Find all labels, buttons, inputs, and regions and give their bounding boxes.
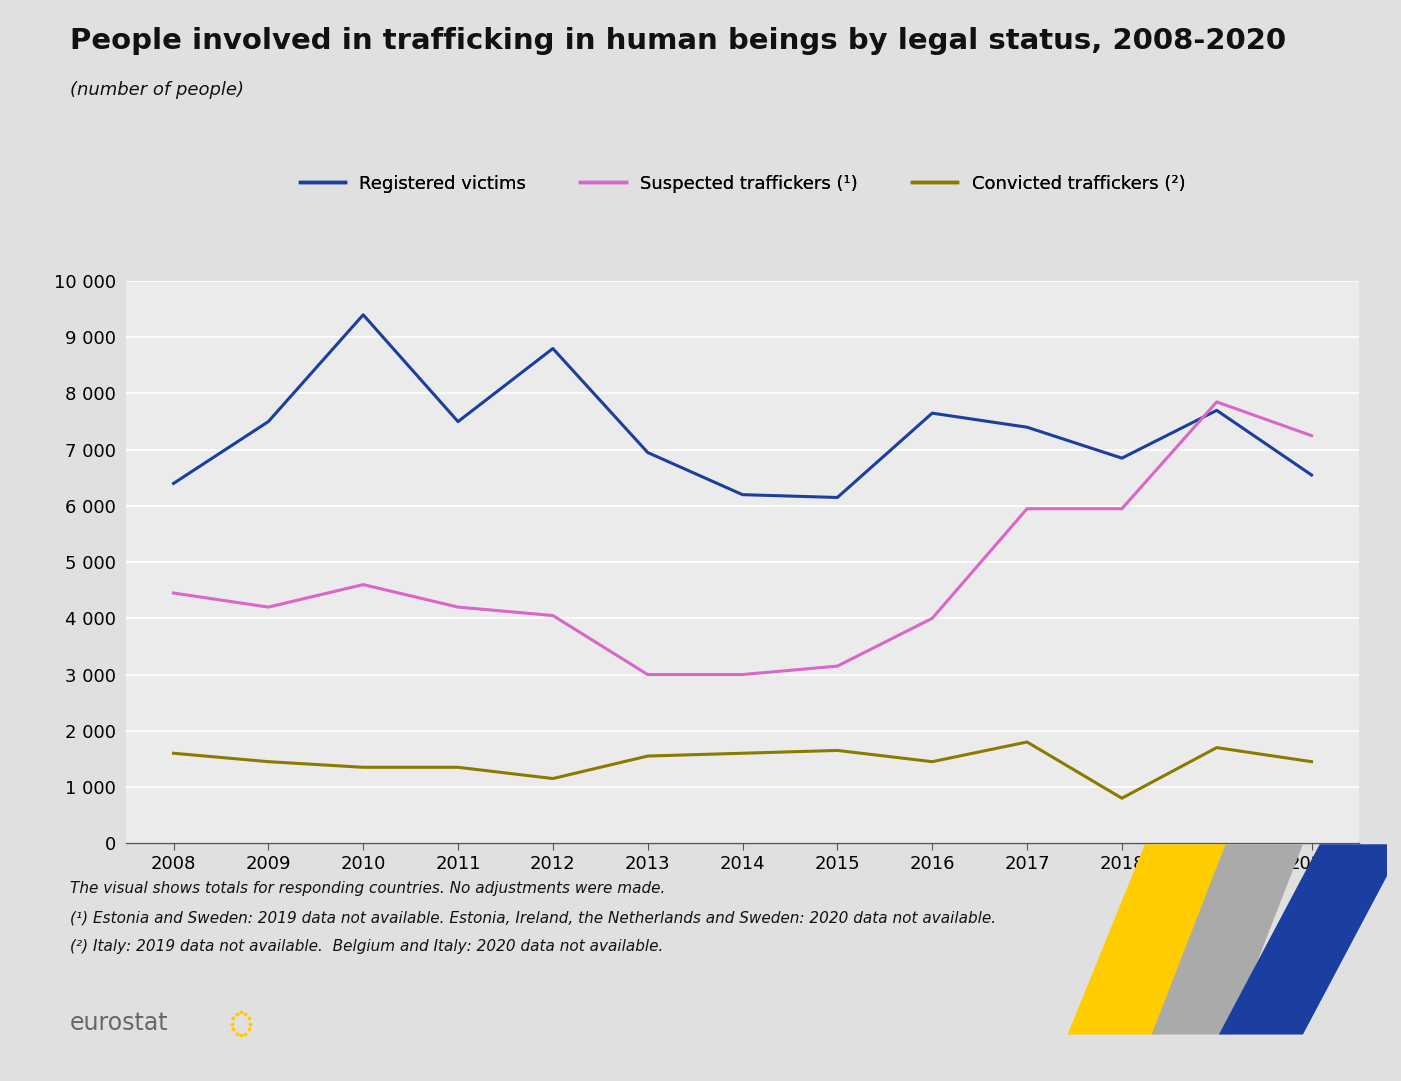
Text: (²) Italy: 2019 data not available.  Belgium and Italy: 2020 data not available.: (²) Italy: 2019 data not available. Belg… bbox=[70, 939, 664, 955]
Text: (¹) Estonia and Sweden: 2019 data not available. Estonia, Ireland, the Netherlan: (¹) Estonia and Sweden: 2019 data not av… bbox=[70, 910, 996, 925]
Text: (number of people): (number of people) bbox=[70, 81, 244, 99]
Polygon shape bbox=[1068, 844, 1236, 1035]
Text: The visual shows totals for responding countries. No adjustments were made.: The visual shows totals for responding c… bbox=[70, 881, 665, 896]
Polygon shape bbox=[1219, 844, 1401, 1035]
Polygon shape bbox=[1152, 844, 1303, 1035]
Text: People involved in trafficking in human beings by legal status, 2008-2020: People involved in trafficking in human … bbox=[70, 27, 1286, 55]
Text: eurostat: eurostat bbox=[70, 1011, 168, 1035]
Legend: Registered victims, Suspected traffickers (¹), Convicted traffickers (²): Registered victims, Suspected trafficker… bbox=[293, 168, 1192, 200]
